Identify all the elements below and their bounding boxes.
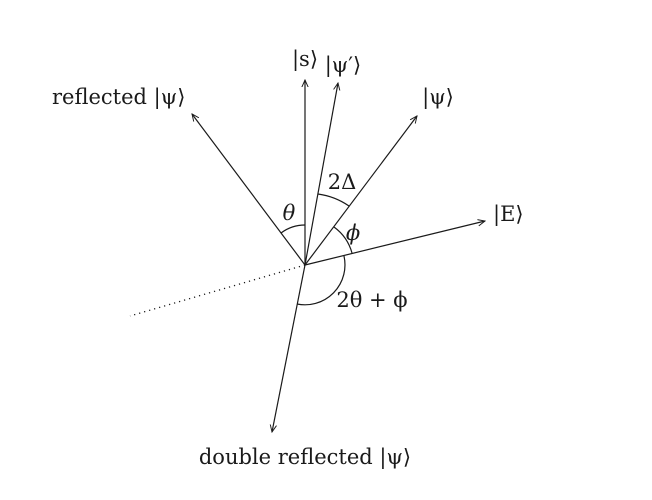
arc-theta [280, 224, 306, 234]
arc-two-delta [317, 193, 350, 207]
label-reflected: reflected |ψ⟩ [52, 85, 185, 110]
label-E: |E⟩ [493, 202, 524, 227]
label-psi-prime: |ψ′⟩ [325, 53, 362, 78]
label-double-reflected: double reflected |ψ⟩ [199, 445, 411, 470]
arc-phi [333, 226, 353, 254]
ray-psi [304, 116, 417, 266]
arc-two-theta-plus-phi [296, 255, 346, 306]
ray-E-extension-dotted [129, 264, 306, 317]
label-two-delta: 2Δ [328, 170, 357, 194]
ray-psi-prime [304, 83, 338, 266]
label-theta: θ [283, 201, 296, 225]
ray-reflected [192, 114, 306, 266]
label-two-theta-plus-phi: 2θ + ϕ [336, 288, 407, 312]
label-s: |s⟩ [292, 47, 318, 72]
ray-E [304, 221, 485, 266]
label-psi: |ψ⟩ [422, 85, 454, 110]
label-phi: ϕ [346, 221, 360, 245]
ray-double-reflected [272, 264, 306, 432]
